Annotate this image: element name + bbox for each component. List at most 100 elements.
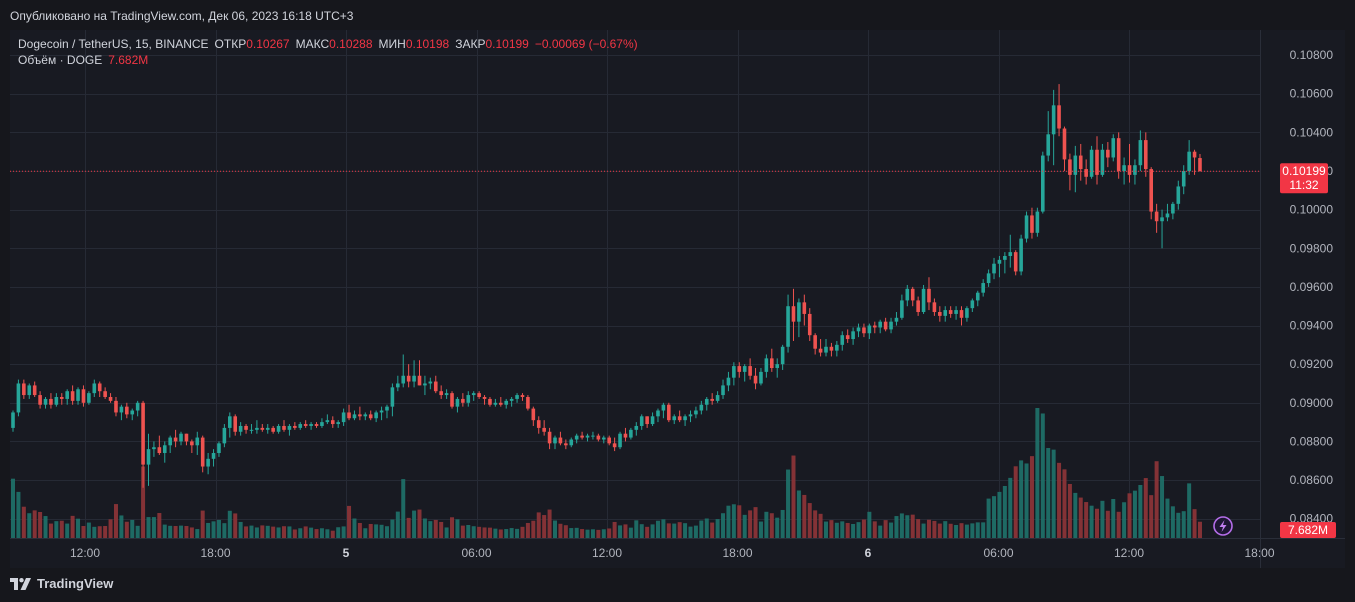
volume-bar (298, 528, 303, 538)
candle (1165, 203, 1170, 222)
lightning-icon[interactable] (1213, 516, 1233, 536)
price-tick-label: 0.09200 (1290, 357, 1334, 371)
candle (650, 412, 655, 426)
candle (688, 410, 693, 423)
volume-bar (563, 525, 568, 538)
candle-body (211, 453, 216, 459)
candle-body (271, 427, 275, 432)
candle-body (905, 288, 910, 301)
candle-body (228, 416, 232, 428)
candle (412, 360, 416, 388)
volume-bar (585, 529, 590, 538)
volume-bar (401, 479, 406, 538)
volume-bar (590, 529, 595, 538)
candle (694, 406, 698, 419)
candle-body (889, 321, 893, 330)
candle-body (396, 383, 400, 388)
volume-bar (211, 521, 216, 538)
candle-body (1106, 149, 1110, 158)
candle-body (92, 383, 97, 394)
candle-body (195, 437, 200, 446)
volume-bar (558, 523, 563, 538)
candle (439, 385, 443, 399)
volume-bar (233, 513, 238, 538)
volume-bar (536, 512, 541, 538)
candle-body (883, 321, 888, 330)
last-price-value: 0.10199 (1282, 164, 1326, 178)
candle-body (358, 414, 362, 417)
chart-panel[interactable]: 0.108000.106000.104000.102000.100000.098… (10, 30, 1345, 568)
candle-body (797, 302, 801, 322)
volume-bar (309, 527, 314, 538)
candle-body (287, 425, 292, 430)
candle-body (70, 391, 75, 401)
candle-body (1078, 155, 1083, 170)
volume-bar (314, 529, 319, 538)
candle (141, 400, 145, 488)
candle (872, 321, 877, 334)
volume-bar (417, 509, 422, 538)
candle (1176, 180, 1181, 210)
price-tick-label: 0.10800 (1290, 48, 1334, 62)
candle (764, 354, 769, 378)
candle-body (119, 406, 124, 413)
candle-body (168, 437, 172, 446)
candle (330, 416, 335, 428)
volume-bar (97, 526, 102, 538)
candle-body (954, 310, 958, 314)
candle (1138, 130, 1143, 172)
candle-body (455, 398, 460, 407)
candle-body (309, 424, 313, 426)
candle-body (1051, 105, 1056, 135)
candle-body (872, 325, 877, 328)
candle (824, 339, 828, 357)
candle (1181, 165, 1186, 195)
candle (862, 323, 866, 338)
candle (878, 319, 882, 334)
volume-bar (92, 526, 97, 538)
candle (667, 402, 671, 423)
candle-body (938, 312, 942, 316)
candle-body (406, 375, 411, 382)
candle (406, 364, 411, 388)
volume-bar (639, 524, 644, 538)
candle-body (303, 424, 308, 426)
candle (276, 424, 281, 434)
candle-body (667, 404, 671, 421)
candle (623, 427, 628, 442)
countdown-value: 11:32 (1289, 178, 1318, 192)
volume-bar (655, 520, 660, 538)
volume-bar (899, 513, 904, 538)
candle-body (238, 425, 243, 432)
candle (1013, 250, 1018, 276)
volume-tag: 7.682M (1280, 522, 1336, 538)
volume-bar (487, 527, 492, 538)
candle-body (710, 398, 714, 401)
volume-bar (688, 526, 693, 538)
footer-brand[interactable]: TradingView (10, 576, 113, 591)
volume-bar (878, 525, 883, 538)
candle (737, 362, 742, 378)
volume-bar (1143, 478, 1148, 538)
candle (114, 396, 118, 417)
price-tick-label: 0.08600 (1290, 473, 1334, 487)
candle-body (721, 385, 725, 396)
candle-body (856, 327, 861, 332)
candle-body (54, 396, 59, 405)
candle-body (1176, 186, 1181, 204)
candle (461, 393, 465, 407)
candle-body (1057, 105, 1061, 129)
candlestick-chart[interactable]: 0.108000.106000.104000.102000.100000.098… (10, 30, 1345, 568)
volume-bar (1002, 486, 1007, 538)
candle (504, 398, 509, 409)
volume-bar (943, 521, 948, 538)
volume-bar (715, 519, 720, 538)
candle (634, 422, 639, 436)
time-tick-label: 12:00 (1114, 546, 1144, 560)
volume-bar (330, 530, 335, 538)
volume-bar (623, 524, 628, 538)
candle-body (1192, 151, 1197, 158)
candle-body (282, 425, 286, 430)
candle (108, 393, 113, 403)
volume-bar (179, 525, 184, 538)
